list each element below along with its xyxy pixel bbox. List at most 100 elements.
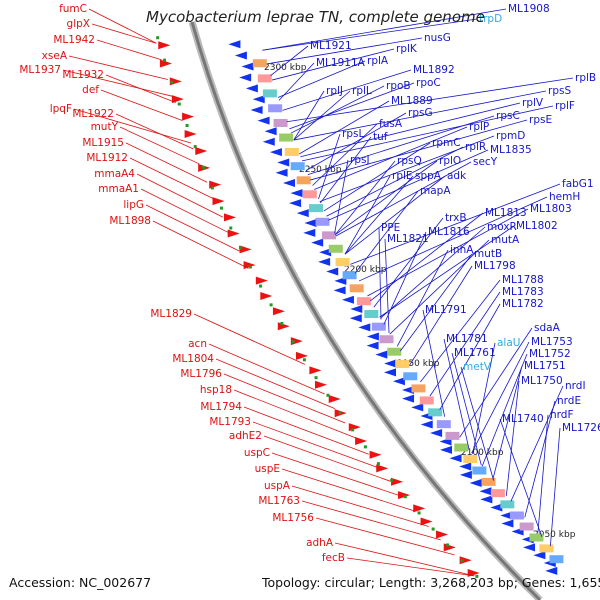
gene-label-mmaA4[interactable]: mmaA4	[94, 168, 135, 180]
gene-label-ML1922[interactable]: ML1922	[72, 108, 114, 120]
gene-label-inhA[interactable]: inhA	[450, 244, 474, 256]
gene-label-uspA[interactable]: uspA	[264, 480, 291, 492]
gene-label-rpsG[interactable]: rpsG	[408, 107, 433, 119]
gene-label-nrdF[interactable]: nrdF	[550, 409, 574, 421]
gene-label-def[interactable]: def	[82, 84, 99, 96]
gene-label-ML1763[interactable]: ML1763	[258, 495, 300, 507]
gene-label-ML1816[interactable]: ML1816	[428, 226, 470, 238]
gene-label-mutB[interactable]: mutB	[474, 248, 502, 260]
gene-label-fusA[interactable]: fusA	[379, 118, 403, 130]
gene-label-ML1915[interactable]: ML1915	[82, 137, 124, 149]
gene-label-rpoC[interactable]: rpoC	[416, 77, 441, 89]
gene-label-ML1740[interactable]: ML1740	[502, 413, 544, 425]
gene-label-adhE2[interactable]: adhE2	[229, 430, 262, 442]
gene-label-rplE[interactable]: rplE	[392, 170, 413, 182]
gene-label-mapA[interactable]: mapA	[420, 185, 451, 197]
gene-label-ML1932[interactable]: ML1932	[62, 69, 104, 81]
gene-label-hsp18[interactable]: hsp18	[200, 384, 232, 396]
gene-label-ML1804[interactable]: ML1804	[172, 353, 214, 365]
gene-label-ML1912[interactable]: ML1912	[86, 152, 128, 164]
gene-label-mutY[interactable]: mutY	[91, 121, 119, 133]
gene-label-rpmD[interactable]: rpmD	[496, 130, 525, 142]
gene-label-rpsC[interactable]: rpsC	[496, 110, 520, 122]
gene-label-rplV[interactable]: rplV	[522, 97, 544, 109]
gene-label-ML1796[interactable]: ML1796	[180, 368, 222, 380]
gene-label-uspC[interactable]: uspC	[244, 447, 270, 459]
gene-label-moxR[interactable]: moxR	[487, 221, 517, 233]
gene-label-PPE[interactable]: PPE	[381, 222, 400, 234]
gene-label-rplR[interactable]: rplR	[465, 141, 486, 153]
gene-label-mmaA1[interactable]: mmaA1	[98, 183, 139, 195]
gene-label-ML1829[interactable]: ML1829	[150, 308, 192, 320]
gene-label-rpmC[interactable]: rpmC	[432, 137, 461, 149]
gene-label-trpD[interactable]: trpD	[479, 13, 502, 25]
gene-label-rplF[interactable]: rplF	[555, 100, 575, 112]
gene-label-rpsL[interactable]: rpsL	[342, 128, 364, 140]
gene-label-rplO[interactable]: rplO	[439, 155, 461, 167]
gene-label-ML1889[interactable]: ML1889	[391, 95, 433, 107]
gene-label-fumC[interactable]: fumC	[59, 3, 87, 15]
gene-label-ML1788[interactable]: ML1788	[502, 274, 544, 286]
gene-label-rpsS[interactable]: rpsS	[548, 85, 571, 97]
gene-label-rplP[interactable]: rplP	[469, 121, 489, 133]
gene-label-alaU[interactable]: alaU	[497, 337, 520, 349]
gene-label-ML1756[interactable]: ML1756	[272, 512, 314, 524]
gene-label-adk[interactable]: adk	[447, 170, 467, 182]
gene-label-ML1802[interactable]: ML1802	[516, 220, 558, 232]
gene-label-ML1835[interactable]: ML1835	[490, 144, 532, 156]
gene-label-ML1781[interactable]: ML1781	[446, 333, 488, 345]
gene-label-glpX[interactable]: glpX	[67, 18, 90, 30]
gene-label-ML1791[interactable]: ML1791	[425, 304, 467, 316]
gene-label-uspE[interactable]: uspE	[255, 463, 280, 475]
gene-label-nrdE[interactable]: nrdE	[557, 395, 581, 407]
gene-label-rpsJ[interactable]: rpsJ	[350, 154, 370, 166]
gene-label-ML1751[interactable]: ML1751	[524, 360, 566, 372]
gene-label-rplL[interactable]: rplL	[352, 85, 372, 97]
gene-label-fabG1[interactable]: fabG1	[562, 178, 594, 190]
gene-label-adhA[interactable]: adhA	[306, 537, 334, 549]
gene-label-ML1813[interactable]: ML1813	[485, 207, 527, 219]
gene-label-ML1794[interactable]: ML1794	[200, 401, 242, 413]
gene-label-ML1911A[interactable]: ML1911A	[316, 57, 366, 69]
gene-label-ML1921[interactable]: ML1921	[310, 40, 352, 52]
gene-label-ML1726[interactable]: ML1726	[562, 422, 600, 434]
gene-label-ML1821[interactable]: ML1821	[387, 233, 429, 245]
gene-label-ML1750[interactable]: ML1750	[521, 375, 563, 387]
gene-label-rpsE[interactable]: rpsE	[529, 114, 552, 126]
gene-label-ML1782[interactable]: ML1782	[502, 298, 544, 310]
gene-label-ML1752[interactable]: ML1752	[529, 348, 571, 360]
gene-label-ML1803[interactable]: ML1803	[530, 203, 572, 215]
gene-label-xseA[interactable]: xseA	[42, 50, 68, 62]
gene-label-ML1942[interactable]: ML1942	[53, 34, 95, 46]
gene-label-nrdI[interactable]: nrdI	[565, 380, 586, 392]
gene-label-ML1898[interactable]: ML1898	[109, 215, 151, 227]
gene-label-trxB[interactable]: trxB	[445, 212, 467, 224]
gene-label-ML1892[interactable]: ML1892	[413, 64, 455, 76]
left-leader-line	[62, 69, 174, 97]
gene-label-nusG[interactable]: nusG	[424, 32, 451, 44]
gene-label-lpqF[interactable]: lpqF	[50, 103, 72, 115]
gene-label-sdaA[interactable]: sdaA	[534, 322, 561, 334]
gene-label-ML1937[interactable]: ML1937	[19, 64, 61, 76]
gene-label-rplA[interactable]: rplA	[367, 55, 389, 67]
gene-label-fecB[interactable]: fecB	[322, 552, 345, 564]
gene-label-ML1793[interactable]: ML1793	[209, 416, 251, 428]
gene-label-rplK[interactable]: rplK	[396, 43, 418, 55]
gene-label-acn[interactable]: acn	[188, 338, 207, 350]
gene-label-rplB[interactable]: rplB	[575, 72, 596, 84]
gene-label-lipG[interactable]: lipG	[123, 199, 144, 211]
gene-label-ML1798[interactable]: ML1798	[474, 260, 516, 272]
gene-label-secY[interactable]: secY	[473, 156, 498, 168]
gene-label-ML1783[interactable]: ML1783	[502, 286, 544, 298]
gene-label-rplJ[interactable]: rplJ	[326, 85, 343, 97]
gene-label-rpoB[interactable]: rpoB	[386, 80, 411, 92]
gene-label-ML1908[interactable]: ML1908	[508, 3, 550, 15]
gene-label-ML1761[interactable]: ML1761	[454, 347, 496, 359]
gene-label-sppA[interactable]: sppA	[415, 170, 442, 182]
gene-label-hemH[interactable]: hemH	[549, 191, 580, 203]
gene-label-metV[interactable]: metV	[463, 361, 492, 373]
gene-label-rpsQ[interactable]: rpsQ	[397, 155, 422, 167]
gene-label-tuf[interactable]: tuf	[373, 131, 388, 143]
gene-label-ML1753[interactable]: ML1753	[531, 336, 573, 348]
gene-label-mutA[interactable]: mutA	[491, 234, 520, 246]
